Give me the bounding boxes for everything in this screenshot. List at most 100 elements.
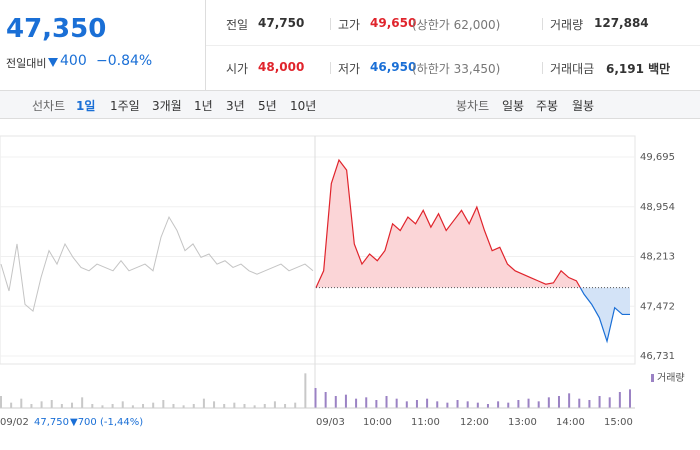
- volume-legend: 거래량: [657, 372, 685, 384]
- volume-bar: [233, 402, 236, 408]
- volume-bar: [466, 401, 469, 408]
- stat-value: 46,950: [370, 60, 417, 74]
- tab-bar: 선차트 1일 1주일 3개월 1년 3년 5년 10년 봉차트 일봉 주봉 월봉: [0, 91, 700, 119]
- volume-bar: [223, 404, 226, 408]
- x-tick-label: 10:00: [363, 417, 392, 428]
- y-tick-label: 48,954: [640, 202, 675, 213]
- volume-bar: [40, 401, 43, 408]
- volume-bar: [486, 404, 489, 408]
- volume-bar: [355, 398, 358, 408]
- down-icon: [48, 58, 58, 67]
- tab[interactable]: 5년: [258, 99, 277, 113]
- volume-legend-swatch: [651, 374, 654, 382]
- volume-bar: [507, 402, 510, 408]
- tab[interactable]: 주봉: [536, 99, 559, 113]
- volume-bar: [385, 396, 388, 408]
- change-label: 전일대비: [6, 57, 47, 70]
- stat-label: 거래대금: [550, 62, 595, 76]
- stat-label: 거래량: [550, 18, 584, 32]
- tab[interactable]: 월봉: [572, 99, 595, 113]
- volume-bar: [273, 401, 276, 408]
- volume-bar: [263, 404, 266, 408]
- volume-bar: [497, 401, 500, 408]
- tab[interactable]: 3개월: [152, 99, 182, 113]
- x-tick-label: 11:00: [411, 417, 440, 428]
- stat-value: 47,750: [258, 16, 305, 30]
- volume-bar: [537, 401, 540, 408]
- volume-bar: [517, 400, 520, 408]
- tab[interactable]: 일봉: [502, 99, 525, 113]
- volume-bar: [182, 405, 185, 408]
- volume-bar: [405, 401, 408, 408]
- plot-frame: [0, 135, 636, 365]
- volume-bar: [131, 405, 134, 408]
- volume-bar: [426, 398, 429, 408]
- footer-text: ▼700 (-1,44%): [70, 417, 143, 428]
- stat-label: 전일: [226, 18, 249, 32]
- volume-bar: [547, 397, 550, 408]
- volume-bar: [618, 392, 621, 408]
- change: 400: [60, 53, 87, 69]
- tab[interactable]: 10년: [290, 99, 317, 113]
- x-tick-label: 15:00: [604, 417, 633, 428]
- volume-bar: [324, 392, 327, 408]
- volume-bar: [456, 400, 459, 408]
- divider: [206, 45, 700, 46]
- volume-bar: [395, 398, 398, 408]
- prev-day-line: [0, 215, 314, 312]
- volume-bar: [446, 402, 449, 408]
- stat-note: (하한가 33,450): [412, 62, 501, 76]
- volume-bar: [598, 396, 601, 408]
- x-tick-label: 14:00: [556, 417, 585, 428]
- volume-bar: [588, 400, 591, 408]
- tab-group-label: 선차트: [32, 99, 66, 113]
- volume-bar: [284, 404, 287, 408]
- volume-bar: [50, 400, 53, 408]
- volume-bar: [365, 397, 368, 408]
- today-area: [316, 160, 630, 342]
- header: 47,350 전일대비 400 −0.84% 전일 47,750 고가 49,650 (…: [0, 0, 700, 91]
- volume-bar: [101, 405, 104, 408]
- stat-value: 48,000: [258, 60, 305, 74]
- volume-bar: [436, 401, 439, 408]
- tab[interactable]: 1년: [194, 99, 213, 113]
- today-line: [315, 158, 630, 344]
- tab[interactable]: 3년: [226, 99, 245, 113]
- divider: [542, 18, 543, 30]
- volume-bar: [91, 404, 94, 408]
- volume-bar: [557, 396, 560, 408]
- divider: [542, 62, 543, 74]
- volume-bar: [608, 397, 611, 408]
- chart: 49,695 48,954 48,213 47,472 46,731 거래량 09/02 09…: [0, 135, 685, 428]
- volume-bar: [415, 400, 418, 408]
- tab[interactable]: 1일: [76, 99, 96, 113]
- volume-bar: [527, 398, 530, 408]
- volume-bar: [568, 393, 571, 408]
- tab[interactable]: 1주일: [110, 99, 140, 113]
- y-tick-label: 49,695: [640, 152, 675, 163]
- volume-bar: [71, 402, 74, 408]
- volume-bar: [142, 404, 145, 408]
- volume-bar: [20, 398, 23, 408]
- volume-bar: [30, 404, 33, 408]
- volume-bar: [334, 396, 337, 408]
- volume-bar: [213, 401, 216, 408]
- volume-bar: [629, 389, 631, 408]
- volume-bar: [294, 402, 297, 408]
- x-tick-label: 13:00: [508, 417, 537, 428]
- stat-label: 고가: [338, 18, 361, 32]
- volume-bar: [60, 404, 63, 408]
- volume-bar: [578, 398, 581, 408]
- stat-value: 6,191 백만: [606, 62, 671, 76]
- volume-bar: [192, 404, 195, 408]
- volume-bar: [111, 404, 114, 408]
- divider: [330, 62, 331, 74]
- stat-value: 49,650: [370, 16, 417, 30]
- y-tick-label: 46,731: [640, 351, 675, 362]
- footer-text: 47,750: [34, 417, 69, 428]
- price: 47,350: [6, 14, 107, 44]
- change-rate: −0.84%: [96, 53, 153, 69]
- volume-bar: [253, 405, 256, 408]
- volume-bar: [304, 373, 307, 408]
